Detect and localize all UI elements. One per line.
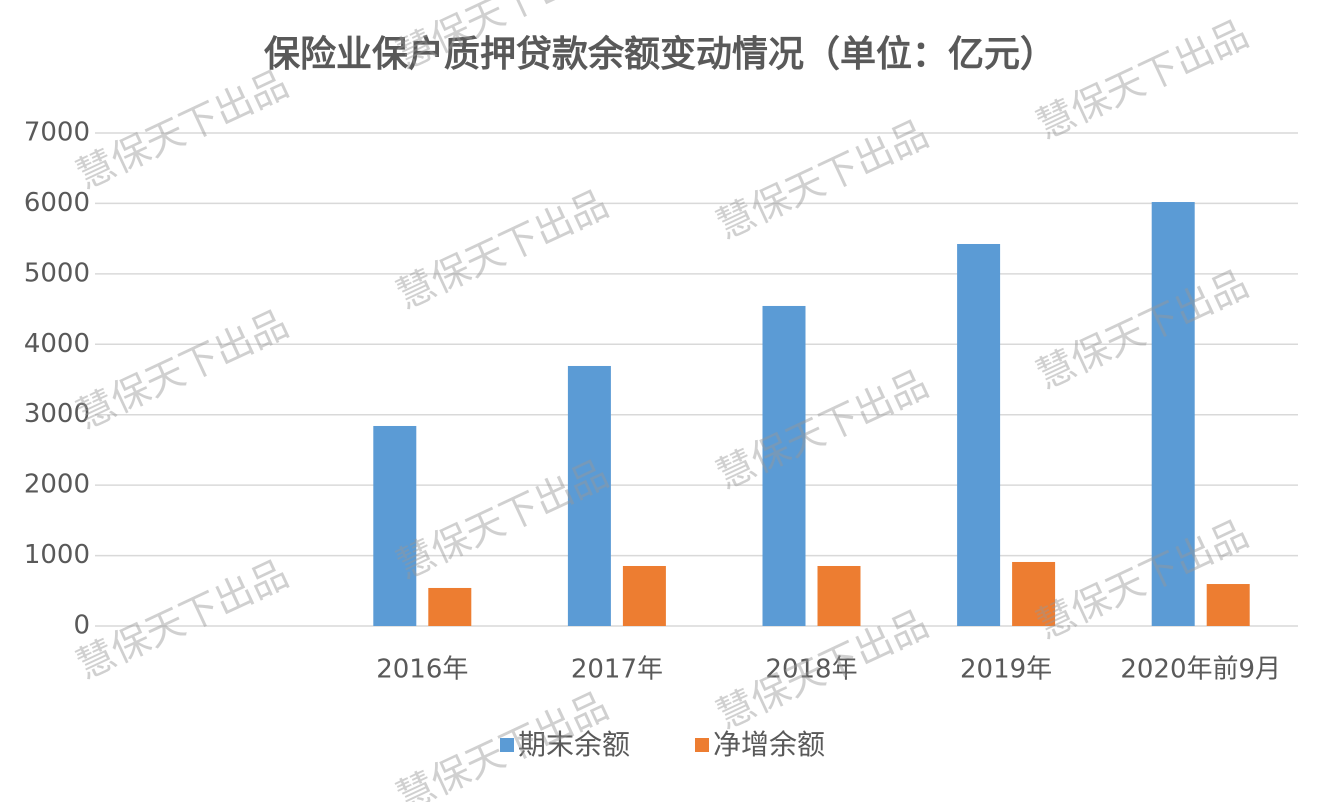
- bar: [1206, 584, 1250, 626]
- x-tick-label: 2019年: [960, 655, 1052, 685]
- y-tick-label: 5000: [24, 258, 90, 288]
- y-tick-label: 2000: [24, 470, 90, 500]
- y-tick-label: 6000: [24, 188, 90, 218]
- legend-label: 期末余额: [518, 728, 630, 761]
- legend-swatch: [695, 738, 709, 752]
- bar: [817, 565, 861, 626]
- x-tick-label: 2017年: [571, 655, 663, 685]
- y-tick-label: 3000: [24, 399, 90, 429]
- bar: [1012, 561, 1056, 626]
- x-tick-label: 2018年: [765, 655, 857, 685]
- bar: [957, 243, 1001, 626]
- bar: [373, 425, 417, 626]
- y-tick-label: 1000: [24, 540, 90, 570]
- legend-swatch: [500, 738, 514, 752]
- y-tick-label: 4000: [24, 329, 90, 359]
- x-tick-label: 2016年: [376, 655, 468, 685]
- y-tick-label: 0: [73, 611, 90, 641]
- chart-title: 保险业保户质押贷款余额变动情况（单位：亿元）: [264, 33, 1056, 75]
- bar: [762, 305, 806, 626]
- y-tick-label: 7000: [24, 118, 90, 148]
- bar: [622, 565, 666, 626]
- bar: [428, 587, 472, 626]
- bar: [567, 365, 611, 626]
- x-tick-label: 2020年前9月: [1120, 655, 1281, 685]
- bar: [1151, 202, 1195, 626]
- legend-label: 净增余额: [713, 728, 825, 761]
